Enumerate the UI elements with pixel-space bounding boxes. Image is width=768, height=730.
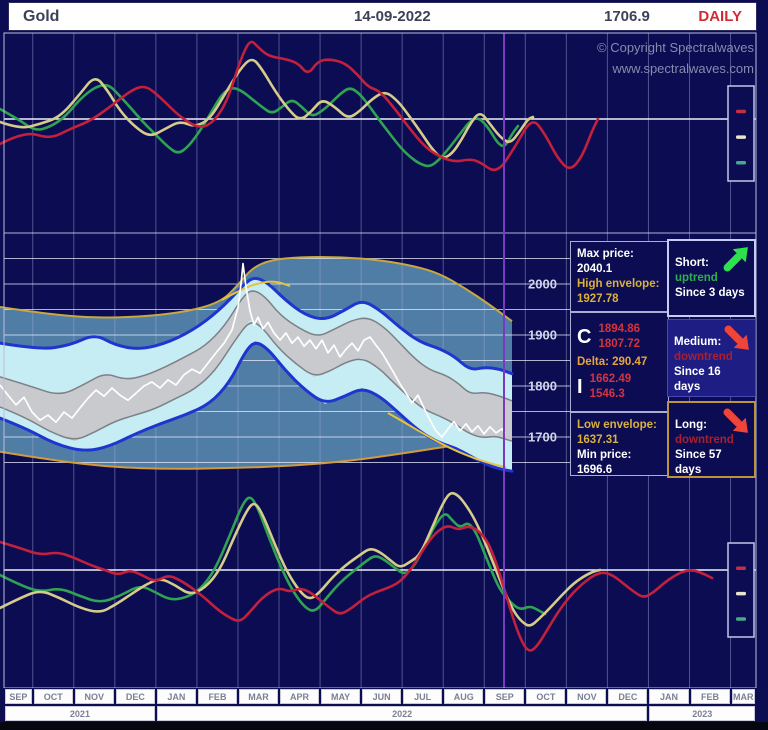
legend-cream-dash <box>736 591 746 596</box>
top-oscillator-red-line <box>0 40 600 172</box>
uptrend-arrow-icon <box>723 247 748 272</box>
short-trend-value: uptrend <box>675 271 718 284</box>
legend-red-dash <box>736 109 746 114</box>
month-label: DEC <box>608 689 648 704</box>
stats-panel-top: Max price: 2040.1 High envelope: 1927.78 <box>570 241 669 312</box>
title-bar: Gold 14-09-2022 1706.9 DAILY <box>8 2 757 31</box>
watermark-line1: © Copyright Spectralwaves <box>597 40 754 55</box>
symbol-label: Gold <box>23 7 60 25</box>
legend-red-dash <box>736 566 746 570</box>
max-price-label: Max price: <box>577 248 634 260</box>
month-label: MAR <box>238 689 279 704</box>
price-tick-label: 1800 <box>528 379 557 394</box>
inner-band-top-line <box>0 276 514 376</box>
channel-i-label: I <box>577 376 583 399</box>
moving-average-line <box>387 412 507 469</box>
short-label: Short: <box>675 257 709 269</box>
min-price-value: 1696.6 <box>577 463 613 476</box>
high-envelope-value: 1927.78 <box>577 292 619 305</box>
high-envelope-label: High envelope: <box>577 277 660 290</box>
month-label: MAY <box>321 689 361 704</box>
watermark: © Copyright Spectralwaves www.spectralwa… <box>597 38 754 80</box>
bottom-oscillator-green-line <box>0 496 547 616</box>
inner-band-area <box>0 278 512 472</box>
short-since: Since 3 days <box>675 286 745 299</box>
channel-i-upper: 1662.49 <box>589 373 632 386</box>
month-label: JUN <box>362 689 402 704</box>
legend-green-dash <box>736 161 746 165</box>
channel-stats-panel: C 1894.86 1807.72 Delta: 290.47 I 1662.4… <box>570 312 669 412</box>
month-axis: SEP OCT NOV DEC JAN FEB MAR APR MAY JUN JUL AUG SEP O… <box>0 688 768 705</box>
long-trend-panel: Long: downtrend Since 57 days <box>667 401 756 478</box>
bottom-border <box>0 722 768 730</box>
top-oscillator-tan-line <box>0 58 535 159</box>
month-label: DEC <box>115 689 155 704</box>
price-tick-label: 1700 <box>528 430 557 445</box>
max-price-value: 2040.1 <box>577 262 613 275</box>
date-label: 14-09-2022 <box>354 8 431 25</box>
month-label: APR <box>280 689 320 704</box>
timeframe-label: DAILY <box>698 8 742 25</box>
legend-green-dash <box>736 617 746 621</box>
month-label: JAN <box>649 689 689 704</box>
long-label: Long: <box>675 419 707 431</box>
medium-label: Medium: <box>674 336 722 348</box>
low-envelope-line <box>0 436 513 470</box>
month-label: OCT <box>526 689 566 704</box>
bottom-oscillator-red-line <box>0 525 714 652</box>
month-label: MAR <box>731 689 755 704</box>
medium-trend-value: downtrend <box>674 350 733 363</box>
long-trend-value: downtrend <box>675 433 734 446</box>
year-label: 2022 <box>156 706 648 721</box>
month-label: NOV <box>74 689 114 704</box>
delta-value: Delta: 290.47 <box>577 355 648 368</box>
high-envelope-line <box>0 255 513 323</box>
medium-since: Since 16 days <box>674 365 721 393</box>
top-oscillator-green-line <box>0 83 520 168</box>
low-envelope-label: Low envelope: <box>577 419 657 431</box>
oscillator-legend-box <box>727 85 755 182</box>
price-line <box>0 262 506 438</box>
month-label: SEP <box>485 689 525 704</box>
channel-c-upper: 1894.86 <box>598 322 641 335</box>
stats-panel-bottom: Low envelope: 1637.31 Min price: 1696.6 <box>570 412 669 476</box>
month-label: JUL <box>403 689 443 704</box>
watermark-line2: www.spectralwaves.com <box>612 60 754 76</box>
month-label: AUG <box>444 689 484 704</box>
downtrend-arrow-icon <box>723 408 748 433</box>
channel-c-lower: 1807.72 <box>598 337 641 350</box>
year-label: 2023 <box>649 706 755 721</box>
low-envelope-value: 1637.31 <box>577 433 619 446</box>
legend-cream-dash <box>736 135 746 139</box>
downtrend-arrow-icon <box>724 325 749 350</box>
medium-trend-panel: Medium: downtrend Since 16 days <box>667 319 756 397</box>
month-label: JAN <box>156 689 196 704</box>
moving-average-line <box>221 280 291 301</box>
long-since: Since 57 days <box>675 448 722 476</box>
price-channel-top-line <box>0 290 513 402</box>
year-label: 2021 <box>5 706 155 721</box>
year-axis: 2021 2022 2023 <box>0 705 768 722</box>
min-price-label: Min price: <box>577 448 632 461</box>
price-channel-bottom-line <box>0 321 513 442</box>
price-tick-label: 2000 <box>528 277 557 292</box>
last-price-label: 1706.9 <box>604 8 650 25</box>
price-tick-label: 1900 <box>528 328 557 343</box>
channel-i-lower: 1546.3 <box>589 388 625 401</box>
oscillator-legend-box <box>727 542 755 638</box>
month-label: NOV <box>567 689 607 704</box>
inner-band-bottom-line <box>0 341 514 473</box>
short-trend-panel: Short: uptrend Since 3 days <box>667 239 756 317</box>
month-label: FEB <box>197 689 237 704</box>
month-label: SEP <box>5 689 32 704</box>
month-label: FEB <box>690 689 730 704</box>
month-label: OCT <box>33 689 73 704</box>
channel-c-label: C <box>577 325 592 348</box>
